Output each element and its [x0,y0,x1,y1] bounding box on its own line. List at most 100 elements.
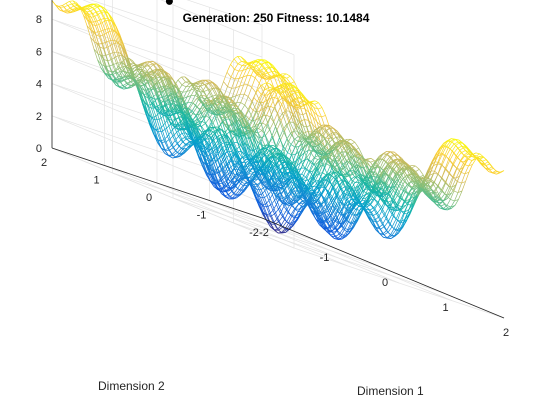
surface-mesh-line [222,121,227,135]
surface-mesh-line [51,0,57,6]
surface-mesh-line [264,90,269,96]
surface-mesh-line [216,134,221,138]
surface-mesh-line [109,64,114,67]
surface-mesh-line [91,30,97,43]
surface-mesh-line [172,157,177,159]
surface-mesh-line [262,106,268,116]
surface-mesh-line [203,111,208,119]
surface-mesh-line [160,108,165,114]
surface-mesh-line [256,94,262,102]
surface-mesh-line [182,91,187,93]
surface-mesh-line [314,102,319,105]
surface-mesh-line [156,128,161,131]
surface-mesh-line [103,18,108,29]
surface-mesh-line [179,148,184,154]
surface-mesh-line [167,99,172,105]
surface-mesh-line [321,107,326,116]
surface-mesh-line [239,191,245,195]
surface-mesh-line [214,110,219,115]
surface-mesh-line [83,15,88,21]
surface-mesh-line [118,65,123,72]
surface-mesh-line [210,180,215,184]
surface-mesh-line [226,171,231,176]
surface-mesh-line [228,109,234,123]
surface-mesh-line [210,174,215,184]
surface-mesh-line [115,84,121,89]
surface-mesh-line [216,183,222,190]
surface-mesh-line [223,166,228,174]
surface-mesh-line [216,90,221,100]
surface-mesh-line [167,136,172,146]
surface-mesh-line [266,97,272,107]
surface-mesh-line [185,114,189,116]
surface-mesh-line [111,20,116,32]
surface-mesh-line [219,94,224,103]
surface-mesh-line [230,154,235,161]
surface-mesh-line [242,161,247,164]
surface-mesh-line [165,105,170,112]
surface-mesh-line [163,99,168,106]
surface-mesh-line [265,135,270,144]
surface-mesh-line [243,167,248,172]
surface-mesh-line [163,96,168,101]
surface-mesh-line [269,121,274,130]
surface-mesh-line [318,102,323,108]
surface-mesh-line [140,62,146,65]
surface-mesh-line [104,10,109,14]
surface-mesh-line [168,111,173,116]
surface-mesh-line [311,100,316,102]
surface-mesh-line [184,111,189,115]
surface-mesh-line [223,97,228,105]
surface-mesh-line [226,134,231,146]
surface-mesh-line [209,105,214,109]
surface-mesh-line [83,15,88,26]
surface-mesh-line [219,165,225,177]
surface-mesh-line [231,110,236,119]
surface-mesh-line [99,46,105,60]
surface-mesh-line [69,1,74,7]
surface-mesh-line [162,108,168,121]
surface-mesh-line [257,89,262,95]
surface-mesh-line [172,112,178,115]
surface-mesh-line [184,76,189,81]
surface-mesh-line [209,90,215,100]
surface-mesh-line [155,116,161,129]
surface-mesh-line [218,167,224,172]
surface-mesh-line [154,69,159,74]
surface-mesh-line [203,129,209,136]
surface-mesh-line [176,148,182,153]
surface-mesh-line [234,160,239,166]
surface-mesh-line [226,150,232,161]
surface-mesh-line [135,77,140,81]
surface-mesh-line [100,54,105,67]
surface-mesh-line [211,149,216,162]
surface-mesh-line [303,100,307,102]
surface-mesh-line [114,40,119,44]
surface-mesh-line [125,57,130,60]
surface-mesh-line [216,179,221,184]
surface-mesh-line [217,112,223,115]
surface-mesh-line [106,47,112,60]
surface-mesh-line [73,5,78,9]
surface-mesh-line [191,102,196,106]
surface-mesh-line [110,40,115,53]
surface-mesh-line [264,145,269,156]
surface-mesh-line [142,102,148,112]
surface-mesh-line [114,70,120,76]
surface-mesh-line [147,97,152,109]
surface-mesh-line [87,19,93,31]
surface-mesh-line [175,105,180,107]
surface-mesh-line [201,137,206,141]
surface-mesh-line [241,116,246,120]
surface-mesh-line [156,63,162,70]
surface-mesh-line [164,109,169,112]
surface-mesh-line [243,75,248,85]
surface-mesh-line [147,80,152,90]
surface-mesh-line [223,161,228,172]
wall-grid-line [89,0,263,58]
surface-mesh-line [204,158,210,169]
surface-mesh-line [228,181,233,189]
surface-mesh-line [158,98,163,107]
surface-mesh-line [169,74,174,81]
surface-mesh-line [177,123,182,125]
